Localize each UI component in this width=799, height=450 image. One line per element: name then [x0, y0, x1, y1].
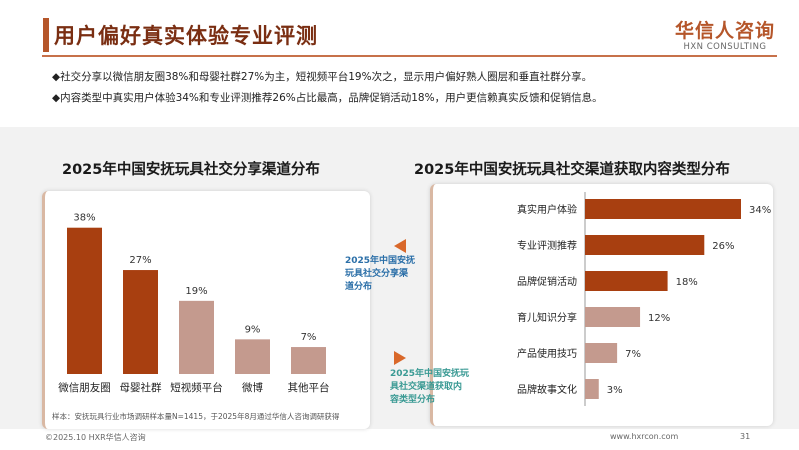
hbar-4	[585, 343, 618, 363]
footer-url: www.hxrcon.com	[610, 432, 679, 441]
arrow-lower-caption: 2025年中国安抚玩 具社交渠道获取内 容类型分布	[390, 368, 469, 407]
bar-value-label-0: 38%	[73, 213, 95, 224]
arrow-upper-line-3: 道分布	[345, 282, 373, 292]
summary-bullets: ◆社交分享以微信朋友圈38%和母婴社群27%为主，短视频平台19%次之，显示用户…	[52, 67, 603, 109]
title-accent-bar	[43, 18, 49, 52]
hbar-3	[585, 307, 641, 327]
arrow-right-icon	[394, 351, 406, 365]
vertical-bar-chart: 38% 微信朋友圈 27% 母婴社群 19% 短视频平台 9% 微博 7% 其他平台	[58, 213, 330, 394]
arrow-left-icon	[394, 239, 406, 253]
logo-sub-text: HXN CONSULTING	[683, 42, 767, 52]
hbar-category-label-3: 育儿知识分享	[517, 311, 577, 324]
bar-value-label-2: 19%	[185, 286, 207, 297]
bar-2	[179, 300, 214, 374]
arrow-upper-caption: 2025年中国安抚 玩具社交分享渠 道分布	[345, 255, 415, 294]
hbar-value-label-4: 7%	[625, 349, 641, 360]
hbar-category-label-4: 产品使用技巧	[517, 347, 577, 360]
page-number: 31	[740, 432, 751, 441]
category-label-0: 微信朋友圈	[58, 381, 111, 394]
arrow-upper-line-1: 2025年中国安抚	[345, 256, 416, 266]
category-label-3: 微博	[242, 381, 263, 394]
bullet-2: ◆内容类型中真实用户体验34%和专业评测推荐26%占比最高，品牌促销活动18%，…	[52, 92, 603, 104]
hbar-value-label-2: 18%	[676, 277, 698, 288]
left-chart-title: 2025年中国安抚玩具社交分享渠道分布	[62, 162, 320, 178]
header-divider	[42, 55, 777, 57]
logo-main-text: 华信人咨询	[674, 20, 775, 42]
hbar-2	[585, 271, 668, 291]
hbar-category-label-0: 真实用户体验	[517, 203, 577, 216]
arrow-upper-line-2: 玩具社交分享渠	[345, 269, 409, 279]
hbar-value-label-1: 26%	[712, 241, 734, 252]
category-label-4: 其他平台	[288, 381, 330, 394]
bar-value-label-1: 27%	[129, 255, 151, 266]
bar-value-label-4: 7%	[301, 332, 317, 343]
arrow-lower-line-3: 容类型分布	[390, 395, 436, 405]
hbar-value-label-5: 3%	[607, 385, 623, 396]
arrow-lower-line-2: 具社交渠道获取内	[390, 382, 463, 392]
bar-1	[123, 270, 158, 374]
right-chart-panel	[430, 184, 773, 426]
hbar-category-label-2: 品牌促销活动	[517, 275, 577, 288]
bar-0	[67, 227, 102, 374]
hbar-5	[585, 379, 599, 399]
footer-copyright: ©2025.10 HXR华信人咨询	[45, 433, 146, 442]
sample-note: 样本：安抚玩具行业市场调研样本量N=1415，于2025年8月通过华信人咨询调研…	[52, 412, 340, 421]
arrow-lower-line-1: 2025年中国安抚玩	[390, 369, 470, 379]
horizontal-bar-chart: 真实用户体验 34% 专业评测推荐 26% 品牌促销活动 18% 育儿知识分享 12% 产品使用…	[517, 192, 771, 406]
hbar-category-label-5: 品牌故事文化	[517, 383, 577, 396]
hbar-value-label-0: 34%	[749, 205, 771, 216]
hbar-0	[585, 199, 741, 219]
right-chart-title: 2025年中国安抚玩具社交渠道获取内容类型分布	[414, 162, 730, 178]
bar-4	[291, 347, 326, 374]
hbar-value-label-3: 12%	[648, 313, 670, 324]
hbar-category-label-1: 专业评测推荐	[517, 239, 577, 252]
bar-3	[235, 339, 270, 374]
bullet-1: ◆社交分享以微信朋友圈38%和母婴社群27%为主，短视频平台19%次之，显示用户…	[52, 71, 593, 83]
page-title: 用户偏好真实体验专业评测	[54, 24, 318, 48]
company-logo: 华信人咨询 HXN CONSULTING	[675, 16, 775, 52]
hbar-1	[585, 235, 705, 255]
category-label-2: 短视频平台	[170, 381, 223, 394]
bar-value-label-3: 9%	[245, 324, 261, 335]
category-label-1: 母婴社群	[120, 381, 162, 394]
